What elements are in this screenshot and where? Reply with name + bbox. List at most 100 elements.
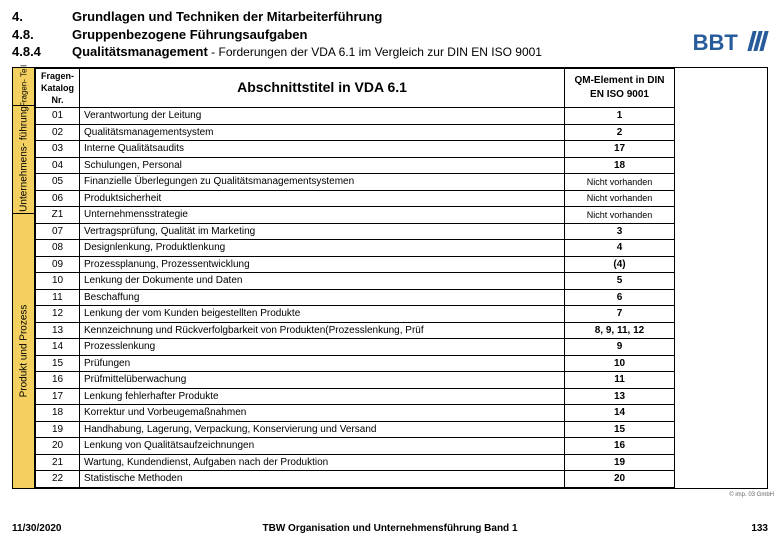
col-header-title: Abschnittstitel in VDA 6.1 bbox=[80, 68, 565, 107]
cell-nr: 03 bbox=[36, 141, 80, 158]
h3-txt: Qualitätsmanagement bbox=[72, 44, 208, 59]
cell-title: Wartung, Kundendienst, Aufgaben nach der… bbox=[80, 454, 565, 471]
h1-num: 4. bbox=[12, 8, 72, 26]
cell-title: Korrektur und Vorbeugemaßnahmen bbox=[80, 405, 565, 422]
cell-nr: 09 bbox=[36, 256, 80, 273]
cell-qm: 1 bbox=[565, 108, 675, 125]
footer: 11/30/2020 TBW Organisation und Unterneh… bbox=[12, 523, 768, 534]
sidebar-label-1: Unternehmens- führung bbox=[18, 106, 29, 212]
cell-title: Designlenkung, Produktlenkung bbox=[80, 240, 565, 257]
cell-qm: 9 bbox=[565, 339, 675, 356]
h3-sub: - Forderungen der VDA 6.1 im Vergleich z… bbox=[208, 45, 542, 59]
table-row: 16Prüfmittelüberwachung11 bbox=[36, 372, 675, 389]
cell-title: Lenkung der vom Kunden beigestellten Pro… bbox=[80, 306, 565, 323]
cell-qm: 14 bbox=[565, 405, 675, 422]
cell-nr: 01 bbox=[36, 108, 80, 125]
cell-nr: 04 bbox=[36, 157, 80, 174]
cell-qm: Nicht vorhanden bbox=[565, 190, 675, 207]
cell-nr: 11 bbox=[36, 289, 80, 306]
sidebar-fragenteil: Fragen- Teil bbox=[13, 68, 35, 106]
cell-qm: 19 bbox=[565, 454, 675, 471]
cell-nr: 21 bbox=[36, 454, 80, 471]
cell-nr: 18 bbox=[36, 405, 80, 422]
cell-nr: 19 bbox=[36, 421, 80, 438]
cell-nr: 15 bbox=[36, 355, 80, 372]
cell-title: Schulungen, Personal bbox=[80, 157, 565, 174]
col-header-qm: QM-Element in DIN EN ISO 9001 bbox=[565, 68, 675, 107]
sidebar-unternehmensfuehrung: Unternehmens- führung bbox=[13, 106, 35, 214]
cell-qm: Nicht vorhanden bbox=[565, 174, 675, 191]
cell-qm: 6 bbox=[565, 289, 675, 306]
table-row: 09Prozessplanung, Prozessentwicklung(4) bbox=[36, 256, 675, 273]
cell-qm: 17 bbox=[565, 141, 675, 158]
cell-title: Lenkung fehlerhafter Produkte bbox=[80, 388, 565, 405]
cell-nr: 14 bbox=[36, 339, 80, 356]
table-row: 21Wartung, Kundendienst, Aufgaben nach d… bbox=[36, 454, 675, 471]
cell-nr: 02 bbox=[36, 124, 80, 141]
h2-num: 4.8. bbox=[12, 26, 72, 44]
table-row: 22Statistische Methoden20 bbox=[36, 471, 675, 488]
cell-nr: 07 bbox=[36, 223, 80, 240]
table-row: 15Prüfungen10 bbox=[36, 355, 675, 372]
cell-nr: 12 bbox=[36, 306, 80, 323]
table-row: 01Verantwortung der Leitung1 bbox=[36, 108, 675, 125]
cell-nr: 10 bbox=[36, 273, 80, 290]
cell-title: Interne Qualitätsaudits bbox=[80, 141, 565, 158]
footer-title: TBW Organisation und Unternehmensführung… bbox=[263, 523, 518, 534]
table-row: 17Lenkung fehlerhafter Produkte13 bbox=[36, 388, 675, 405]
logo: BBT bbox=[693, 30, 766, 57]
cell-nr: 06 bbox=[36, 190, 80, 207]
cell-qm: 10 bbox=[565, 355, 675, 372]
h1-txt: Grundlagen und Techniken der Mitarbeiter… bbox=[72, 9, 382, 24]
cell-qm: 15 bbox=[565, 421, 675, 438]
cell-qm: 18 bbox=[565, 157, 675, 174]
cell-title: Kennzeichnung und Rückverfolgbarkeit von… bbox=[80, 322, 565, 339]
copyright: © imp. 03 GmbH bbox=[729, 492, 774, 498]
logo-bars-icon bbox=[748, 31, 766, 57]
table-row: 14Prozesslenkung9 bbox=[36, 339, 675, 356]
cell-nr: 08 bbox=[36, 240, 80, 257]
h3-num: 4.8.4 bbox=[12, 43, 72, 61]
main-content: Fragen- Teil Unternehmens- führung Produ… bbox=[12, 67, 768, 489]
cell-title: Produktsicherheit bbox=[80, 190, 565, 207]
cell-nr: 17 bbox=[36, 388, 80, 405]
cell-qm: 11 bbox=[565, 372, 675, 389]
table-row: 03Interne Qualitätsaudits17 bbox=[36, 141, 675, 158]
cell-qm: (4) bbox=[565, 256, 675, 273]
table-row: 12Lenkung der vom Kunden beigestellten P… bbox=[36, 306, 675, 323]
cell-title: Lenkung von Qualitätsaufzeichnungen bbox=[80, 438, 565, 455]
table-row: 19Handhabung, Lagerung, Verpackung, Kons… bbox=[36, 421, 675, 438]
cell-qm: 2 bbox=[565, 124, 675, 141]
cell-nr: Z1 bbox=[36, 207, 80, 224]
cell-nr: 13 bbox=[36, 322, 80, 339]
sidebar-produkt-prozess: Produkt und Prozess bbox=[13, 214, 35, 488]
cell-nr: 16 bbox=[36, 372, 80, 389]
cell-qm: 7 bbox=[565, 306, 675, 323]
table-row: 02Qualitätsmanagementsystem2 bbox=[36, 124, 675, 141]
cell-title: Qualitätsmanagementsystem bbox=[80, 124, 565, 141]
logo-text: BBT bbox=[693, 30, 738, 55]
h2-txt: Gruppenbezogene Führungsaufgaben bbox=[72, 27, 307, 42]
table-row: 07Vertragsprüfung, Qualität im Marketing… bbox=[36, 223, 675, 240]
cell-nr: 20 bbox=[36, 438, 80, 455]
sidebar-label-0: Fragen- Teil bbox=[19, 65, 28, 107]
table-row: 13Kennzeichnung und Rückverfolgbarkeit v… bbox=[36, 322, 675, 339]
cell-title: Prozesslenkung bbox=[80, 339, 565, 356]
cell-title: Vertragsprüfung, Qualität im Marketing bbox=[80, 223, 565, 240]
cell-qm: Nicht vorhanden bbox=[565, 207, 675, 224]
col-header-nr: Fragen- Katalog Nr. bbox=[36, 68, 80, 107]
table-row: 05Finanzielle Überlegungen zu Qualitätsm… bbox=[36, 174, 675, 191]
footer-date: 11/30/2020 bbox=[12, 523, 62, 534]
cell-title: Unternehmensstrategie bbox=[80, 207, 565, 224]
cell-qm: 3 bbox=[565, 223, 675, 240]
cell-title: Handhabung, Lagerung, Verpackung, Konser… bbox=[80, 421, 565, 438]
cell-title: Lenkung der Dokumente und Daten bbox=[80, 273, 565, 290]
sidebar: Fragen- Teil Unternehmens- führung Produ… bbox=[13, 68, 35, 488]
cell-title: Prozessplanung, Prozessentwicklung bbox=[80, 256, 565, 273]
cell-title: Beschaffung bbox=[80, 289, 565, 306]
cell-title: Finanzielle Überlegungen zu Qualitätsman… bbox=[80, 174, 565, 191]
cell-qm: 4 bbox=[565, 240, 675, 257]
footer-page: 133 bbox=[751, 523, 768, 534]
cell-title: Verantwortung der Leitung bbox=[80, 108, 565, 125]
vda-table: Fragen- Katalog Nr. Abschnittstitel in V… bbox=[35, 68, 675, 488]
